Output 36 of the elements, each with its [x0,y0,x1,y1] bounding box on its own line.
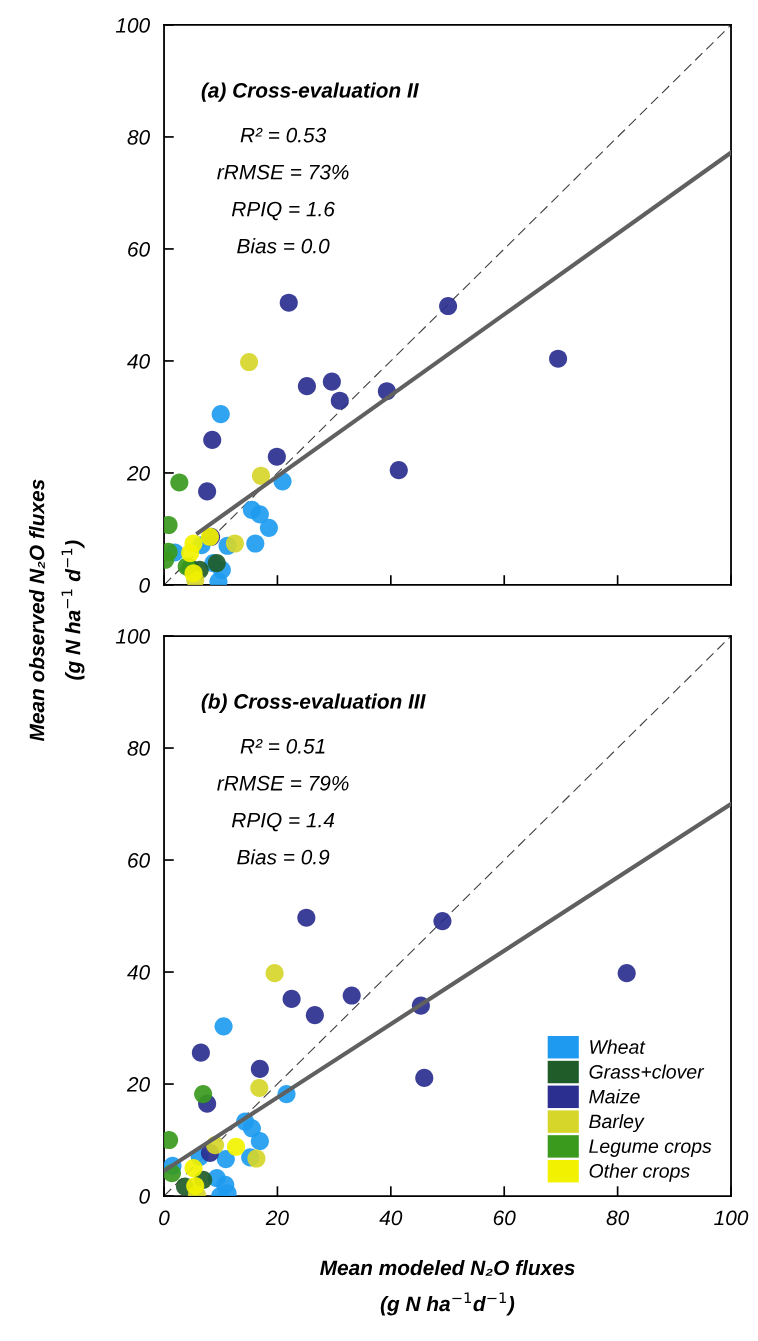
x-axis-title: Mean modeled N₂O fluxes (g N ha$^{−1}$d$^{−1}$) [320,1259,575,1316]
x-tick-label: 60 [493,1210,516,1226]
legend-label: Wheat [590,1039,646,1054]
annotation: (a) Cross-evaluation II [201,82,419,102]
annotation: Bias = 0.9 [237,849,330,865]
annotation: rRMSE = 73% [217,164,349,180]
x-tick-label: 40 [379,1210,403,1226]
y-tick-label: 80 [127,129,150,145]
annotation: Bias = 0.0 [237,238,330,254]
y-tick-label: 20 [126,465,150,481]
x-tick-label: 100 [714,1210,749,1226]
y-tick-label: 60 [128,241,150,257]
legend-label: Barley [589,1113,645,1133]
y-tick-label: 0 [139,577,150,593]
y-tick-label: 80 [127,741,150,756]
y-tick-label: 0 [139,1189,150,1204]
y-tick-label: 40 [127,965,150,980]
legend-label: Grass+clover [589,1064,705,1079]
y-tick-label: 20 [126,1077,150,1092]
annotation: RPIQ = 1.4 [231,812,335,832]
annotation: R² = 0.53 [240,127,327,143]
x-tick-label: 80 [606,1210,630,1226]
annotation: (b) Cross-evaluation III [201,693,426,713]
legend-label: Other crops [589,1163,690,1182]
legend-label: Legume crops [589,1139,712,1157]
y-tick-label: 40 [127,353,150,369]
x-tick-label: 0 [159,1210,170,1226]
legend-label: Maize [589,1089,640,1104]
annotation: RPIQ = 1.6 [231,201,335,221]
y-axis-title: Mean observed N₂O fluxes (g N ha$^{−1}$ d$^{−1}$) [29,479,85,742]
annotation: R² = 0.51 [240,738,325,754]
y-tick-label: 100 [115,17,150,33]
annotation: rRMSE = 79% [217,775,349,791]
x-tick-label: 20 [265,1210,289,1226]
y-tick-label: 60 [128,853,150,868]
y-tick-label: 100 [115,629,150,644]
